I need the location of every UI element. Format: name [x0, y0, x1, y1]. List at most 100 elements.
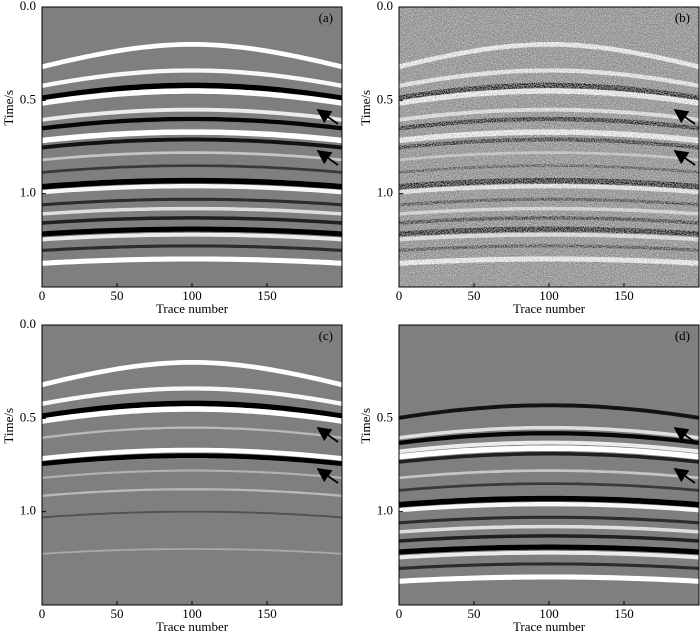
y-tick-label: 0.5: [20, 409, 36, 424]
reflection-event: [42, 232, 342, 242]
panel: (a) 0 50 100 150 0.0 0.5 1.0 Trace number Time/s: [1, 0, 343, 316]
reflection-event: [399, 544, 699, 555]
reflection-event: [42, 244, 342, 252]
x-tick-label: 50: [468, 606, 481, 621]
x-tick-label: 150: [614, 606, 634, 621]
panel-label: (b): [675, 10, 690, 25]
reflection-event: [399, 495, 699, 508]
y-tick-label: 1.0: [20, 185, 36, 200]
x-tick-label: 100: [539, 606, 559, 621]
plot-area: [42, 325, 342, 605]
arrow: [673, 426, 696, 443]
arrow: [673, 149, 696, 166]
arrow: [316, 467, 339, 484]
reflection-event: [42, 548, 342, 555]
reflection-event: [42, 137, 342, 150]
reflection-event: [399, 524, 699, 534]
y-tick-label: 0.0: [377, 0, 393, 13]
reflection-event: [399, 482, 699, 492]
x-axis-label: Trace number: [156, 301, 229, 316]
reflection-event: [399, 452, 699, 464]
x-tick-label: 150: [614, 288, 634, 303]
reflection-event: [399, 425, 699, 440]
reflection-event: [42, 256, 342, 266]
reflection-event: [42, 41, 342, 70]
x-tick-label: 0: [39, 288, 46, 303]
reflection-event: [42, 88, 342, 106]
reflection-event: [42, 164, 342, 174]
reflection-event: [399, 550, 699, 560]
y-axis-label: Time/s: [1, 408, 16, 444]
panel: (b) 0 50 100 150 0.0 0.5 1.0 Trace number Time/s: [358, 0, 700, 316]
plot-area: [42, 7, 342, 287]
y-axis-label: Time/s: [358, 408, 373, 444]
arrow: [673, 467, 696, 484]
reflection-event: [42, 129, 342, 144]
panel-label: (c): [319, 328, 333, 343]
reflection-event: [42, 197, 342, 207]
reflection-event: [42, 226, 342, 237]
plot-area: [399, 7, 699, 287]
reflection-event: [42, 406, 342, 424]
reflection-event: [399, 502, 699, 513]
reflection-event: [399, 534, 699, 543]
panel-label: (d): [675, 328, 690, 343]
plot-area: [399, 325, 699, 605]
y-tick-label: 1.0: [20, 503, 36, 518]
x-tick-label: 100: [539, 288, 559, 303]
x-axis-label: Trace number: [513, 619, 586, 631]
reflection-event: [42, 151, 342, 162]
reflection-event: [399, 469, 699, 480]
reflection-event: [42, 68, 342, 88]
noise: [399, 7, 699, 287]
reflection-event: [399, 403, 699, 420]
y-tick-label: 1.0: [377, 185, 393, 200]
reflection-event: [399, 574, 699, 584]
reflection-event: [42, 359, 342, 388]
reflection-event: [42, 426, 342, 439]
y-tick-label: 0.5: [20, 91, 36, 106]
x-tick-label: 0: [396, 606, 403, 621]
reflection-event: [42, 469, 342, 479]
y-axis-label: Time/s: [1, 90, 16, 126]
y-tick-label: 1.0: [377, 503, 393, 518]
reflection-event: [42, 488, 342, 497]
y-tick-label: 0.5: [377, 91, 393, 106]
reflection-event: [399, 515, 699, 525]
panel: (d) 0 50 100 150 0.5 1.0 Trace number Time/s: [358, 324, 700, 631]
x-tick-label: 100: [182, 288, 202, 303]
x-axis-label: Trace number: [513, 301, 586, 316]
background: [399, 325, 699, 605]
y-axis-label: Time/s: [358, 90, 373, 126]
arrow: [316, 108, 339, 125]
arrow: [316, 426, 339, 443]
arrow: [316, 149, 339, 166]
x-tick-label: 100: [182, 606, 202, 621]
x-tick-label: 0: [39, 606, 46, 621]
reflection-event: [42, 400, 342, 419]
reflection-event: [42, 107, 342, 122]
x-axis-label: Trace number: [156, 619, 229, 631]
reflection-event: [42, 510, 342, 519]
y-tick-label: 0.5: [377, 409, 393, 424]
reflection-event: [42, 177, 342, 190]
reflection-event: [399, 440, 699, 454]
y-tick-label: 0.0: [20, 0, 36, 13]
x-tick-label: 50: [468, 288, 481, 303]
arrow: [673, 108, 696, 125]
x-tick-label: 150: [257, 288, 277, 303]
reflection-event: [42, 453, 342, 467]
reflection-event: [42, 386, 342, 406]
reflection-event: [399, 562, 699, 570]
panel-label: (a): [319, 10, 333, 25]
background: [42, 325, 342, 605]
panel: (c) 0 50 100 150 0.0 0.5 1.0 Trace number Time/s: [1, 316, 343, 631]
reflection-event: [42, 116, 342, 131]
x-tick-label: 150: [257, 606, 277, 621]
x-tick-label: 0: [396, 288, 403, 303]
x-tick-label: 50: [111, 606, 124, 621]
reflection-event: [42, 82, 342, 101]
reflection-event: [399, 445, 699, 460]
reflection-event: [42, 447, 342, 461]
